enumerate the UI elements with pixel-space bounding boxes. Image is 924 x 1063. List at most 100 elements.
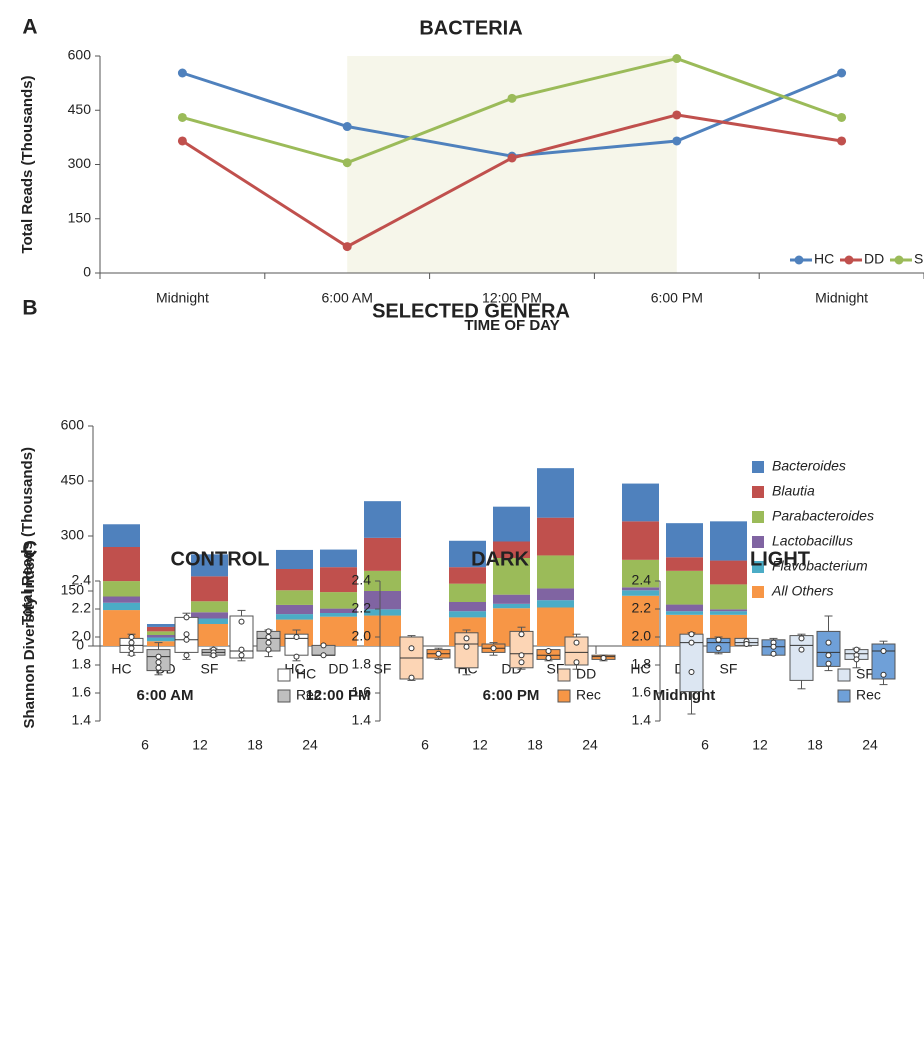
data-point [177,112,187,122]
legend-swatch [752,561,764,573]
legend-marker [794,255,804,265]
legend-marker [844,255,854,265]
legend-label: SF [856,666,874,682]
data-point [518,631,525,638]
legend-label: HC [296,666,316,682]
bar-segment [103,581,140,597]
x-tick-label: 6 [421,737,429,753]
bar-segment [103,596,140,603]
x-tick-label: HC [630,661,650,677]
data-point [408,645,415,652]
legend-label: DD [864,251,884,267]
bar-segment [493,603,530,609]
bar-segment [364,591,401,610]
y-tick-label: 1.8 [72,656,92,672]
y-tick-label: 450 [61,472,85,488]
bar-segment [666,611,703,615]
legend-label: Lactobacillus [772,533,853,549]
legend-swatch [752,586,764,598]
x-tick-label: 24 [302,737,318,753]
bar-segment [320,613,357,617]
y-tick-label: 2.0 [632,628,652,644]
bar-segment [622,483,659,522]
data-point [770,650,777,657]
y-tick-label: 1.6 [632,684,652,700]
chart-title: LIGHT [750,548,810,570]
data-point [798,646,805,653]
chart-title: BACTERIA [419,17,522,39]
x-tick-label: SF [201,661,219,677]
bar-segment [537,555,574,589]
data-point [463,643,470,650]
bar-segment [710,609,747,612]
data-point [715,636,722,643]
bar-segment [103,602,140,611]
legend-swatch [557,689,571,703]
bar-segment [622,595,659,646]
data-point [155,664,162,671]
y-tick-label: 150 [68,209,92,225]
data-point [128,639,135,646]
bar-segment [493,594,530,604]
data-point [177,68,187,78]
y-axis-label: Total Reads (Thousands) [19,447,36,625]
legend-swatch [277,668,291,682]
data-point [507,153,517,163]
chart-title: CONTROL [171,548,270,570]
data-point [293,634,300,640]
bar-segment [666,570,703,605]
x-tick-label: SF [374,661,392,677]
x-tick-label: 6:00 PM [651,290,703,306]
bar-segment [320,608,357,613]
data-point [688,639,695,646]
bar-segment [364,537,401,571]
data-point [672,54,682,64]
data-point [770,643,777,650]
y-tick-label: 1.4 [72,712,92,728]
bar-segment [276,549,313,569]
bar-segment [493,506,530,542]
data-point [265,639,272,646]
data-point [880,648,887,654]
data-point [210,652,217,659]
chart-title: DARK [471,548,529,570]
bar-segment [666,557,703,571]
x-tick-label: 18 [807,737,823,753]
data-point [463,635,470,642]
bar-segment [710,560,747,585]
y-tick-label: 0 [76,637,84,653]
data-point [293,653,300,660]
x-tick-label: 12 [472,737,488,753]
data-point [507,93,517,103]
group-label: 6:00 PM [483,687,540,704]
y-tick-label: 2.0 [72,628,92,644]
x-tick-label: SF [720,661,738,677]
bar-segment [276,569,313,591]
data-point [183,652,190,659]
data-point [837,68,847,78]
x-tick-label: Midnight [156,290,209,306]
y-tick-label: 2.2 [72,600,92,616]
bar-segment [191,554,228,577]
legend-swatch [837,689,851,703]
legend-label: Rec [296,687,321,703]
legend-label: Flavobacterium [772,558,868,574]
bar-segment [276,590,313,605]
data-point [128,645,135,652]
legend-label: Rec [576,687,601,703]
bar-segment [191,576,228,602]
legend-label: SF [914,251,924,267]
shaded-period [347,56,677,273]
bar-segment [449,583,486,602]
y-axis-label: Shannon Diversity Index [21,553,38,729]
bar-segment [276,604,313,615]
x-tick-label: 18 [247,737,263,753]
data-point [518,659,525,666]
y-tick-label: 2.4 [352,572,372,588]
data-point [155,653,162,660]
data-point [342,158,352,168]
data-point [238,652,245,659]
x-tick-label: 6 [701,737,709,753]
bar-segment [710,611,747,615]
bar-segment [710,521,747,561]
